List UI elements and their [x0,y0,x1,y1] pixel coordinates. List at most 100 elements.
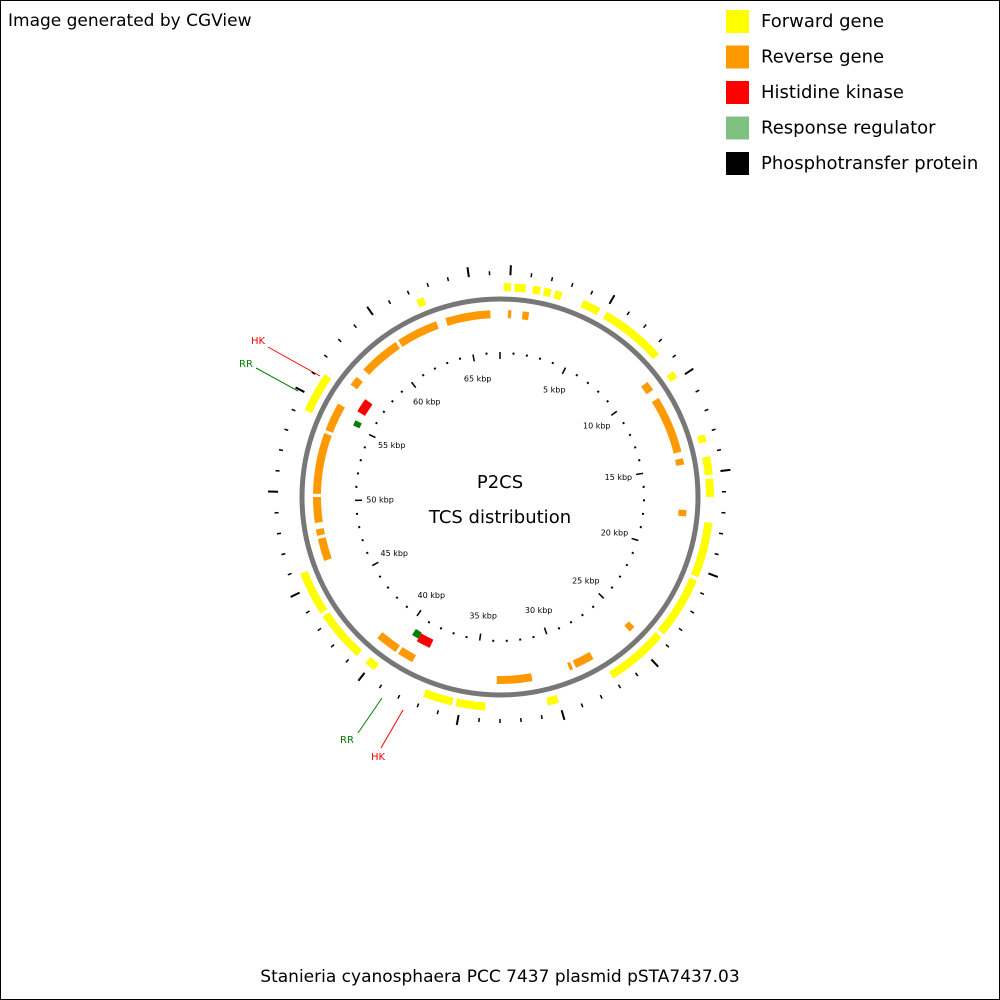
outer-tick [436,710,440,715]
ruler-tick [400,390,404,394]
forward-gene [322,612,363,657]
reverse-gene [567,661,574,671]
ruler-tick [386,586,390,589]
ruler-tick [543,627,548,635]
ruler-tick [427,620,431,624]
ruler-tick [638,459,641,462]
outer-tick [378,684,383,689]
outer-tick [658,338,663,343]
forward-gene [423,689,454,706]
forward-gene [455,698,486,711]
outer-tick [720,468,731,473]
outer-tick [718,532,724,535]
ruler-tick [557,627,561,630]
center-subtitle: TCS distribution [428,507,571,528]
forward-gene [365,657,379,671]
footer-caption: Stanieria cyanosphaera PCC 7437 plasmid … [260,967,739,987]
ruler-tick [382,410,386,414]
rr-line [255,367,299,392]
forward-gene [300,570,328,614]
forward-gene [546,695,559,706]
reverse-gene [398,321,439,347]
ruler-label: 25 kbp [572,576,600,585]
ruler-tick [378,575,382,579]
outer-tick [684,367,694,376]
response-regulator [412,628,422,639]
ruler-tick [405,605,409,609]
outer-tick [560,709,566,721]
outer-tick [455,714,460,726]
reverse-gene [377,632,400,653]
ruler-tick [416,609,422,617]
reverse-gene [624,621,635,632]
ruler-tick [631,537,639,542]
outer-tick [366,306,374,316]
ruler-tick [633,446,637,449]
forward-gene [705,478,714,498]
outer-tick [626,311,631,316]
outer-tick [276,532,282,535]
outer-tick [278,448,284,452]
forward-gene [304,374,332,414]
ruler-tick [622,421,625,425]
outer-tick [337,338,342,343]
outer-tick [695,389,700,393]
ruler-tick [538,357,542,360]
legend-label: Reverse gene [761,47,884,68]
ruler-tick [598,592,605,599]
ruler-tick [452,632,455,635]
annotation-lines [255,346,404,749]
reverse-gene [315,528,325,536]
ruler-tick [371,561,379,567]
ruler-label: 60 kbp [413,397,441,406]
outer-tick [323,354,328,359]
outer-tick [590,290,594,295]
backbone [299,296,701,698]
outer-tick [550,277,554,282]
reverse-gene [641,381,654,395]
outer-tick [665,643,670,648]
outer-tick [291,408,296,412]
rr-line [357,697,383,734]
ruler-tick [410,381,417,389]
ruler-tick [631,551,635,555]
ruler-tick [586,381,590,385]
ruler-tick [421,373,425,377]
forward-gene [553,290,563,301]
ruler-label: 65 kbp [464,375,492,384]
ruler-tick [591,605,595,609]
ruler-tick [445,361,449,365]
histidine-kinase [357,399,373,416]
legend-swatch [726,116,749,140]
hk-line [380,709,404,749]
ruler-label: 45 kbp [380,549,408,558]
reverse-gene [675,458,685,466]
outer-tick [387,300,392,305]
ruler-label: 30 kbp [525,606,553,615]
outer-tick [530,273,533,278]
ruler-tick [610,586,614,589]
outer-tick [608,294,616,305]
outer-tick [700,591,705,596]
ruler-label: 10 kbp [583,422,611,431]
outer-tick [317,627,322,632]
outer-tick [311,371,316,375]
legend-swatch [726,152,749,175]
ruler-tick [618,575,622,579]
outer-tick [345,658,350,663]
annotation-label: HK [251,336,266,347]
reverse-gene [317,537,332,561]
forward-gene [702,456,713,476]
ruler-label: 5 kbp [543,385,565,394]
ruler-label: 40 kbp [418,591,446,600]
outer-tick [357,672,366,682]
ruler-tick [363,446,367,449]
outer-tick [617,684,622,689]
outer-tick [570,282,574,288]
hk-line [267,346,321,377]
reverse-gene [445,310,491,326]
legend-swatch [726,10,749,33]
ruler-tick [625,563,629,567]
legend-label: Response regulator [761,118,936,139]
